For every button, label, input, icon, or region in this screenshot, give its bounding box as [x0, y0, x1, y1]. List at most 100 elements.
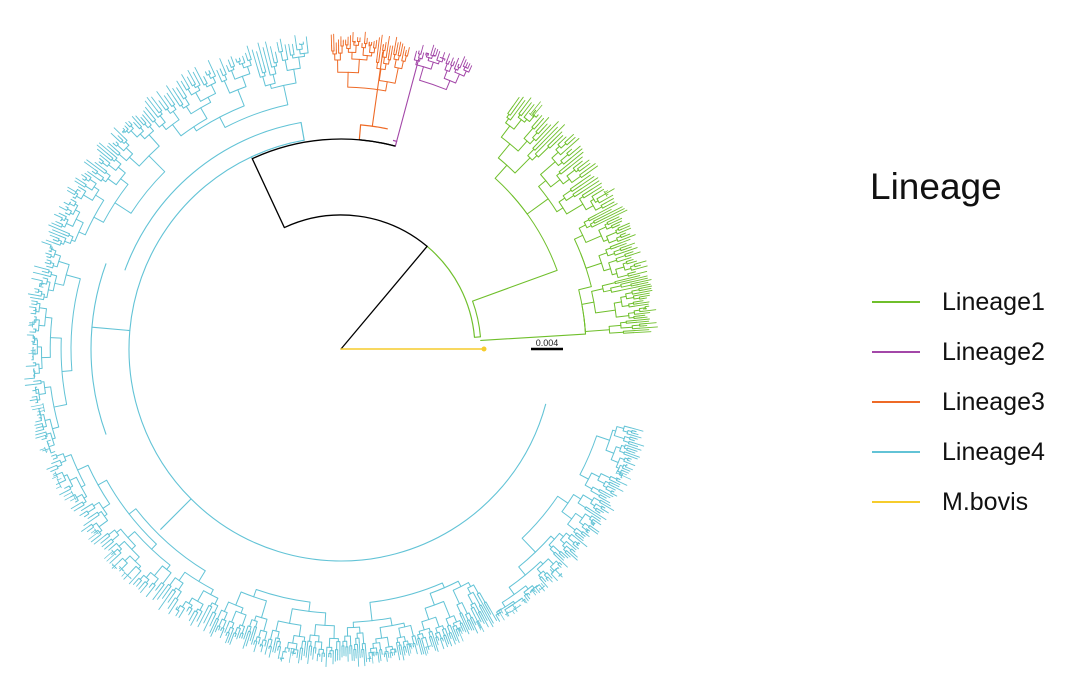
- tree-branch: [573, 234, 584, 240]
- tree-branch: [264, 631, 268, 641]
- tree-branch: [58, 239, 63, 242]
- tree-branch: [198, 570, 206, 582]
- tree-branch: [238, 61, 241, 65]
- tree-branch: [47, 253, 52, 256]
- tree-branch: [598, 252, 608, 257]
- tree-branch: [168, 603, 176, 615]
- tree-branch: [74, 180, 83, 186]
- tree-branch: [459, 623, 463, 630]
- tree-branch: [600, 202, 607, 206]
- tree-branch: [197, 590, 205, 602]
- tree-branch: [193, 126, 197, 132]
- tree-branch: [631, 434, 642, 439]
- tree-branch: [409, 643, 411, 648]
- tree-branch: [98, 520, 109, 528]
- tree-branch: [45, 268, 50, 271]
- tree-branch: [298, 56, 301, 69]
- tree-branch: [455, 73, 460, 84]
- tree-branch: [548, 574, 553, 579]
- tree-branch: [237, 628, 241, 636]
- tree-branch: [618, 275, 648, 284]
- tree-branch: [74, 209, 81, 213]
- tree-branch: [275, 54, 279, 63]
- tree-branch: [44, 386, 52, 389]
- tree-branch: [480, 604, 484, 609]
- tree-branch: [72, 200, 77, 203]
- tree-branch: [633, 303, 638, 305]
- tree-branch: [251, 158, 286, 229]
- scale-bar: 0.004: [531, 338, 563, 351]
- tree-branch: [526, 198, 549, 215]
- tree-branch: [580, 174, 591, 182]
- tree-branch: [404, 52, 407, 57]
- tree-branch: [592, 486, 600, 492]
- tree-branch: [527, 148, 535, 157]
- tree-branch: [610, 459, 619, 464]
- tree-branch: [534, 142, 543, 151]
- tree-branch: [90, 536, 99, 543]
- tree-branch: [358, 124, 362, 141]
- tree-arc: [129, 156, 252, 331]
- tree-branch: [624, 444, 630, 447]
- tree-branch: [455, 57, 460, 67]
- tree-branch: [524, 595, 529, 602]
- tree-branch: [116, 528, 122, 534]
- tree-branch: [625, 254, 632, 258]
- tree-branch: [572, 162, 581, 169]
- tree-branch: [620, 295, 627, 298]
- tree-arc: [54, 471, 59, 479]
- tree-branch: [430, 61, 434, 70]
- tree-branch: [91, 170, 97, 175]
- tree-branch: [633, 309, 641, 312]
- tree-branch: [537, 127, 544, 135]
- tree-branch: [107, 178, 117, 186]
- tree-branch: [181, 607, 186, 614]
- tree-branch: [78, 231, 86, 236]
- tree-branch: [221, 628, 225, 634]
- tree-branch: [585, 262, 603, 269]
- tree-branch: [231, 622, 235, 629]
- tree-branch: [555, 569, 563, 578]
- tree-arc: [44, 446, 47, 453]
- tree-branch: [166, 108, 171, 114]
- tree-branch: [569, 550, 573, 554]
- tree-branch: [166, 85, 176, 99]
- tree-branch: [166, 92, 174, 103]
- tree-branch: [280, 51, 284, 62]
- tree-branch: [460, 616, 470, 635]
- tree-branch: [41, 282, 48, 285]
- tree-branch: [86, 528, 92, 533]
- tree-branch: [421, 44, 424, 53]
- tree-branch: [549, 548, 555, 554]
- tree-branch: [272, 58, 275, 64]
- tree-branch: [620, 234, 636, 241]
- tree-branch: [555, 560, 560, 564]
- tree-branch: [513, 119, 522, 130]
- tree-branch: [630, 282, 638, 285]
- tree-branch: [188, 597, 193, 604]
- tree-branch: [223, 601, 230, 612]
- tree-branch: [609, 242, 622, 248]
- tree-branch: [379, 34, 383, 53]
- tree-branch: [119, 565, 126, 572]
- tree-branch: [31, 277, 42, 281]
- tree-branch: [569, 156, 583, 168]
- tree-branch: [178, 612, 183, 618]
- tree-branch: [168, 589, 174, 596]
- tree-branch: [450, 61, 453, 66]
- tree-branch: [540, 561, 544, 565]
- tree-branch: [145, 106, 152, 115]
- tree-branch: [79, 512, 85, 517]
- tree-branch: [172, 110, 180, 121]
- tree-branch: [590, 490, 601, 497]
- tree-branch: [171, 124, 182, 137]
- tree-branch: [429, 592, 435, 606]
- tree-branch: [594, 517, 601, 522]
- tree-branch: [108, 164, 117, 171]
- tree-branch: [557, 161, 563, 167]
- tree-branch: [394, 140, 398, 147]
- tree-branch: [592, 518, 597, 523]
- tree-branch: [143, 110, 152, 121]
- tree-arc: [135, 508, 206, 572]
- tree-branch: [185, 105, 192, 115]
